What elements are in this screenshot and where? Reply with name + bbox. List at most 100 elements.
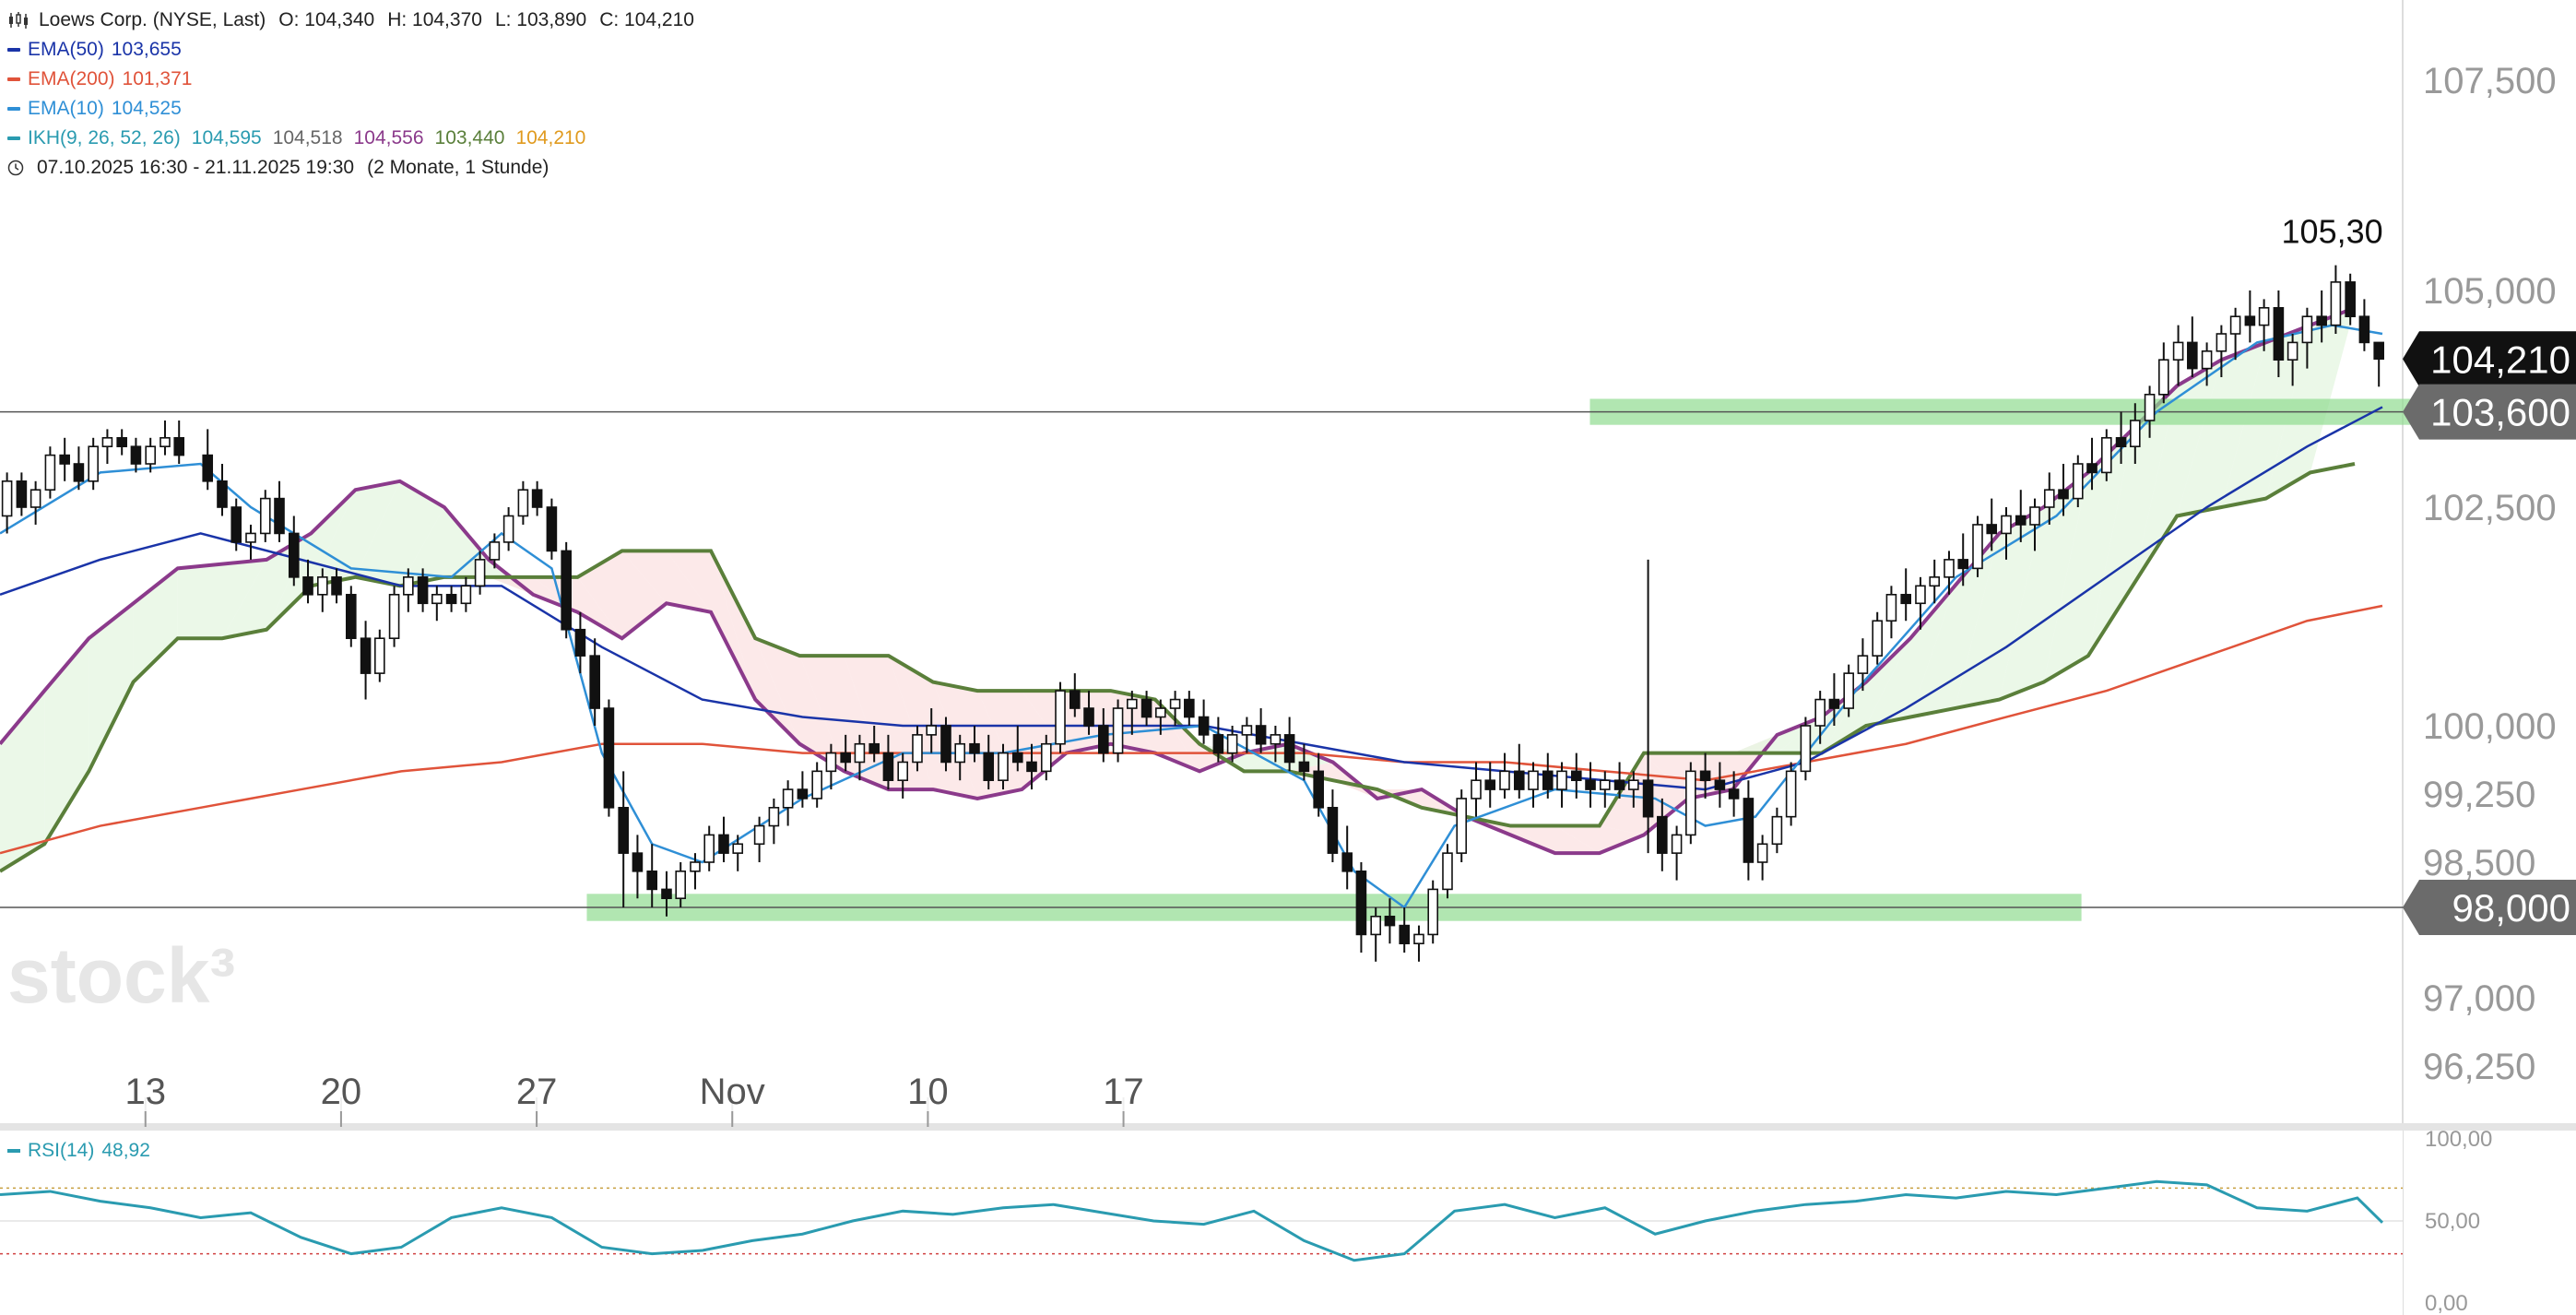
candle-body	[1872, 620, 1883, 657]
ema50-swatch	[7, 48, 20, 52]
candlestick-icon	[9, 12, 28, 29]
y-tick-label: 100,000	[2423, 706, 2557, 747]
candle-body	[2115, 436, 2127, 447]
time-axis: 13 20 27 Nov 10 17	[125, 1072, 1144, 1127]
panel-divider	[0, 1123, 2576, 1131]
candle-body	[1828, 698, 1840, 709]
cloud-segment	[799, 656, 889, 790]
instrument-name: Loews Corp. (NYSE, Last)	[39, 9, 266, 30]
candle-body	[632, 852, 644, 872]
cloud-segment	[1510, 825, 1600, 854]
ohlc-high: H: 104,370	[387, 9, 482, 30]
candle-body	[1112, 707, 1124, 754]
cloud-segment	[844, 656, 933, 790]
candle-body	[2258, 306, 2270, 326]
candle-body	[1055, 690, 1066, 745]
chart-legend: Loews Corp. (NYSE, Last) O: 104,340 H: 1…	[7, 6, 694, 183]
candle-body	[1986, 524, 1998, 535]
candle-body	[316, 576, 328, 596]
candle-body	[546, 506, 558, 552]
cloud-segment	[1955, 507, 2044, 709]
candle-body	[1642, 779, 1654, 818]
cloud-segment	[577, 551, 667, 639]
candle-body	[1499, 770, 1510, 790]
cloud-segment	[177, 559, 267, 639]
candle-body	[2286, 341, 2298, 361]
candle-body	[797, 788, 809, 800]
ichimoku-value-3: 104,556	[353, 127, 424, 148]
candle-body	[1471, 779, 1482, 800]
candle-body	[101, 436, 113, 447]
y-tick-label: 107,500	[2423, 61, 2557, 101]
candle-body	[1413, 933, 1424, 945]
candle-body	[388, 593, 400, 639]
candle-body	[1714, 779, 1726, 790]
candle-body	[854, 742, 866, 764]
ichimoku-value-4: 103,440	[434, 127, 505, 148]
candle-body	[661, 888, 672, 900]
candle-body	[983, 752, 995, 781]
candle-body	[1370, 915, 1381, 936]
y-tick-label: 96,250	[2423, 1047, 2535, 1087]
cloud-segment	[1999, 472, 2088, 700]
ema10-label: EMA(10)	[28, 98, 104, 119]
candle-body	[882, 752, 894, 781]
ema200-line	[0, 604, 2383, 855]
candle-body	[1513, 770, 1525, 790]
candle-body	[753, 824, 765, 846]
candle-body	[1613, 779, 1625, 790]
candle-body	[202, 454, 214, 482]
candle-body	[1814, 698, 1826, 727]
candle-body	[703, 834, 715, 863]
x-tick-label: 20	[321, 1072, 362, 1112]
x-tick-label: 13	[125, 1072, 167, 1112]
cloud-segment	[711, 551, 800, 744]
candle-body	[502, 515, 514, 543]
price-label: 104,210	[2430, 338, 2570, 381]
candle-body	[2144, 393, 2156, 421]
candle-body	[1785, 770, 1797, 818]
candle-body	[16, 480, 28, 508]
candle-body	[1628, 779, 1639, 790]
cloud-segment	[666, 551, 756, 700]
rsi-legend[interactable]: RSI(14) 48,92	[7, 1140, 150, 1162]
candle-body	[1800, 725, 1812, 773]
candle-body	[2015, 515, 2027, 526]
candle-body	[1040, 742, 1052, 773]
ema50-value: 103,655	[111, 39, 182, 60]
candle-body	[1127, 698, 1138, 709]
candle-body	[1241, 725, 1253, 736]
legend-ichimoku[interactable]: IKH(9, 26, 52, 26) 104,595 104,518 104,5…	[7, 124, 694, 153]
candle-body	[2216, 333, 2227, 352]
cloud-segment	[266, 490, 356, 630]
candle-body	[1212, 734, 1224, 754]
rsi-tick-label: 0,00	[2425, 1291, 2468, 1315]
ichimoku-value-1: 104,595	[191, 127, 262, 148]
candle-body	[1283, 734, 1295, 764]
legend-ema10[interactable]: EMA(10) 104,525	[7, 94, 694, 124]
candle-body	[2244, 315, 2256, 326]
candle-body	[217, 480, 228, 508]
candle-body	[1184, 698, 1195, 718]
candle-body	[954, 742, 966, 764]
legend-ema50[interactable]: EMA(50) 103,655	[7, 35, 694, 65]
candle-body	[2158, 359, 2169, 396]
rsi-panel: 100,00 50,00 0,00	[0, 1127, 2492, 1315]
cloud-segment	[755, 638, 845, 772]
candle-body	[2358, 315, 2370, 344]
candle-body	[517, 489, 529, 517]
legend-ema200[interactable]: EMA(200) 101,371	[7, 65, 694, 94]
candle-body	[431, 593, 443, 605]
candle-body	[2187, 341, 2198, 370]
ema10-value: 104,525	[111, 98, 182, 119]
candle-body	[1341, 852, 1353, 872]
candle-body	[2330, 281, 2342, 326]
ichimoku-value-5: 104,210	[515, 127, 586, 148]
candle-body	[2345, 281, 2356, 318]
candle-body	[589, 655, 600, 709]
candle-body	[768, 806, 780, 827]
candle-body	[1069, 690, 1081, 709]
candle-body	[912, 734, 923, 764]
instrument-row: Loews Corp. (NYSE, Last) O: 104,340 H: 1…	[7, 6, 694, 35]
